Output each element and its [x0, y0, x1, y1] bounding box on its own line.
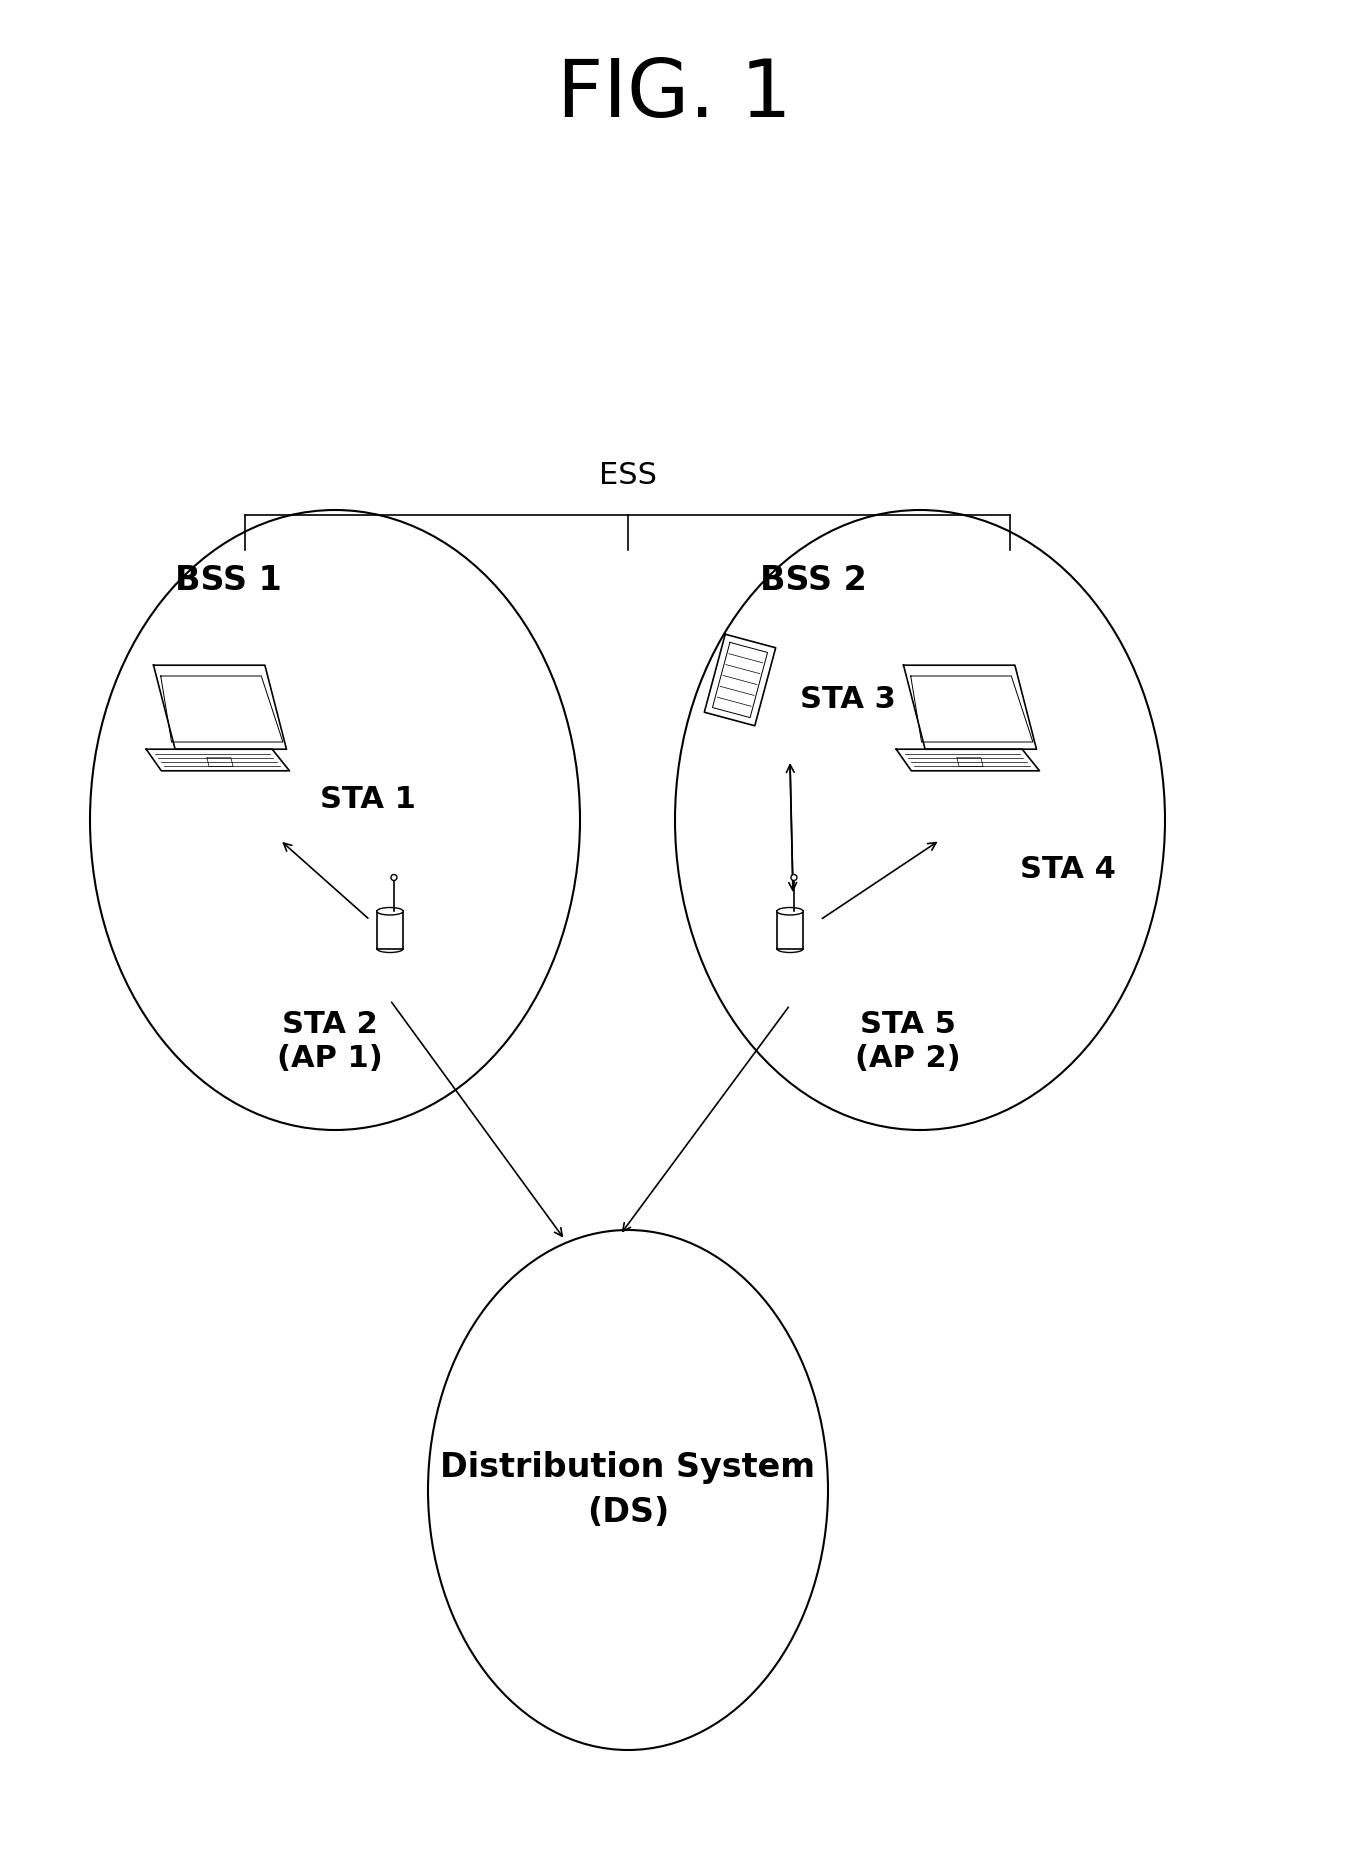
Text: FIG. 1: FIG. 1	[557, 56, 791, 133]
Ellipse shape	[377, 908, 403, 915]
Circle shape	[391, 874, 396, 881]
Text: ESS: ESS	[599, 461, 656, 489]
Text: STA 4: STA 4	[1020, 855, 1116, 885]
Bar	[776, 911, 803, 949]
Bar	[377, 911, 403, 949]
Text: STA 5
(AP 2): STA 5 (AP 2)	[855, 1011, 961, 1072]
Circle shape	[791, 874, 797, 881]
Ellipse shape	[776, 945, 803, 952]
Text: Distribution System
(DS): Distribution System (DS)	[441, 1451, 816, 1530]
Text: BSS 2: BSS 2	[760, 564, 867, 596]
Text: STA 2
(AP 1): STA 2 (AP 1)	[278, 1011, 383, 1072]
Ellipse shape	[377, 945, 403, 952]
Text: STA 3: STA 3	[799, 686, 896, 714]
Text: STA 1: STA 1	[319, 786, 417, 814]
Ellipse shape	[776, 908, 803, 915]
Text: BSS 1: BSS 1	[175, 564, 282, 596]
